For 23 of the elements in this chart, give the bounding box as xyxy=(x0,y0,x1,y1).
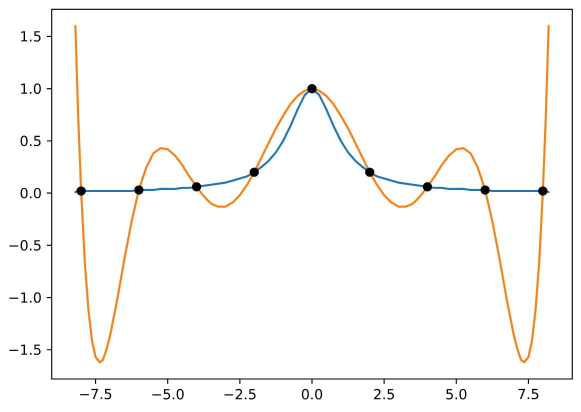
point xyxy=(250,168,259,177)
y-tick-label: 0.0 xyxy=(20,188,41,198)
y-tick-label: −0.5 xyxy=(9,240,41,251)
y-tick-label: 1.5 xyxy=(21,31,41,42)
point xyxy=(480,185,490,195)
point xyxy=(307,84,317,94)
point xyxy=(365,168,374,177)
point xyxy=(134,185,144,195)
point xyxy=(422,182,432,192)
x-tick-label: 7.5 xyxy=(518,388,538,400)
y-tick-label: −1.0 xyxy=(9,292,41,303)
x-tick-label: 0.0 xyxy=(302,388,322,400)
point xyxy=(538,186,548,196)
x-tick-label: 2.5 xyxy=(374,388,394,400)
x-tick-label: 5.0 xyxy=(446,388,466,400)
point xyxy=(192,182,202,192)
y-tick-label: −1.5 xyxy=(9,344,41,355)
x-tick-label: −7.5 xyxy=(80,388,112,400)
y-tick-label: 0.5 xyxy=(20,136,41,146)
x-tick-label: −5.0 xyxy=(152,388,184,400)
x-tick-label: −2.5 xyxy=(224,388,256,400)
point xyxy=(76,186,86,196)
y-tick-label: 1.0 xyxy=(21,83,41,94)
